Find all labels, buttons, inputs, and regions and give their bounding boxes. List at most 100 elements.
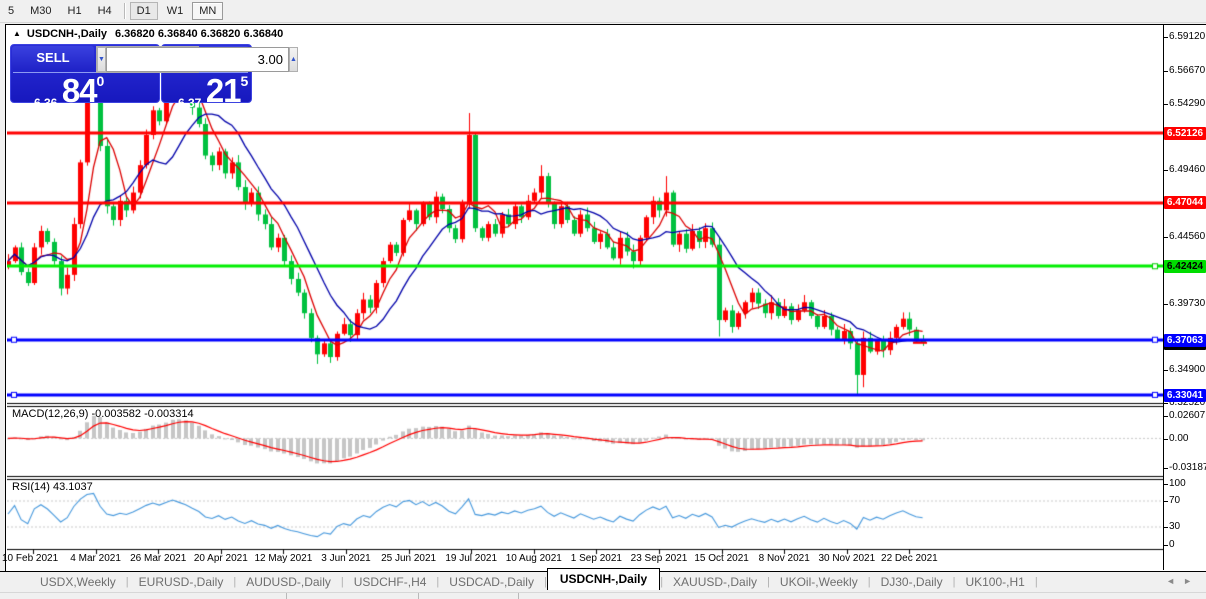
price-axis-label: 6.59120 (1169, 31, 1206, 42)
statusbar-separator (418, 593, 419, 599)
timeframe-button-w1[interactable]: W1 (166, 5, 184, 17)
buy-separator (164, 72, 248, 73)
date-axis-label: 19 Jul 2021 (445, 553, 498, 564)
price-axis-label: 6.56670 (1169, 65, 1206, 76)
indicator-axis-tick (1164, 416, 1168, 417)
tab-separator: | (125, 575, 129, 588)
chart-tab-uk100[interactable]: UK100-,H1 (965, 574, 1025, 589)
date-axis-label: 26 Mar 2021 (130, 553, 187, 564)
price-axis-tick (1164, 37, 1168, 38)
date-axis-label: 12 May 2021 (254, 553, 313, 564)
chart-tab-dj30[interactable]: DJ30-,Daily (880, 574, 943, 589)
price-axis-tick (1164, 104, 1168, 105)
price-axis-label: 6.49460 (1169, 164, 1206, 175)
chart-tab-usdcad[interactable]: USDCAD-,Daily (449, 574, 534, 589)
statusbar-separator (286, 593, 287, 599)
indicator-axis-label: 30 (1169, 521, 1181, 532)
price-chart-canvas[interactable] (7, 26, 1163, 556)
date-axis-label: 23 Sep 2021 (630, 553, 688, 564)
tab-separator: | (436, 575, 440, 588)
chart-symbol-label: USDCNH-,Daily (26, 28, 107, 40)
date-axis-label: 8 Nov 2021 (758, 553, 810, 564)
price-axis-tick (1164, 370, 1168, 371)
chart-tab-usdx[interactable]: USDX,Weekly (40, 574, 116, 589)
statusbar-separator (518, 593, 519, 599)
price-axis-label: 6.34900 (1169, 364, 1206, 375)
indicator-axis-tick (1164, 527, 1168, 528)
tab-separator: | (767, 575, 770, 588)
date-axis-label: 10 Aug 2021 (505, 553, 562, 564)
indicator-axis-tick (1164, 545, 1168, 546)
price-badge-support-2: 6.33041 (1164, 389, 1206, 402)
timeframe-button-h1[interactable]: H1 (67, 5, 82, 17)
timeframe-button-d1[interactable]: D1 (129, 2, 158, 20)
price-badge-mid-level: 6.42424 (1164, 260, 1206, 273)
sell-separator (13, 72, 156, 73)
date-axis-label: 1 Sep 2021 (570, 553, 622, 564)
timeframe-button-mn[interactable]: MN (192, 2, 224, 20)
date-axis-label: 25 Jun 2021 (381, 553, 437, 564)
tab-separator: | (1034, 575, 1038, 588)
date-axis-label: 15 Oct 2021 (694, 553, 749, 564)
toolbar-divider (0, 22, 1206, 24)
bid-price-display[interactable]: 6.36 840 (34, 73, 104, 110)
bid-big-figure: 6.36 (34, 96, 58, 110)
tab-separator: | (543, 575, 547, 588)
bid-pips: 84 (61, 72, 98, 109)
ask-pipette: 5 (240, 73, 249, 89)
chart-tab-usdcnh[interactable]: USDCNH-,Daily (546, 568, 661, 590)
indicator-axis-label: -0.03187 (1169, 462, 1206, 473)
tab-separator: | (233, 575, 237, 588)
timeframe-button-h4[interactable]: H4 (97, 5, 112, 17)
date-axis-label: 30 Nov 2021 (818, 553, 876, 564)
volume-spinner: ▼ ▲ (96, 46, 298, 73)
chart-tab-xauusd[interactable]: XAUUSD-,Daily (673, 574, 758, 589)
indicator-axis-label: 0.00 (1169, 433, 1189, 444)
price-axis-tick (1164, 71, 1168, 72)
chart-tab-bar: USDX,Weekly | EURUSD-,Daily | AUDUSD-,Daily |… (0, 568, 1206, 591)
price-axis-tick (1164, 170, 1168, 171)
date-axis-label: 22 Dec 2021 (881, 553, 938, 564)
chart-tab-ukoil[interactable]: UKOil-,Weekly (779, 574, 858, 589)
volume-increase-button[interactable]: ▲ (288, 47, 298, 72)
date-axis-label: 20 Apr 2021 (193, 553, 248, 564)
indicator-axis-tick (1164, 468, 1168, 469)
volume-decrease-button[interactable]: ▼ (97, 47, 106, 72)
price-axis-tick (1164, 237, 1168, 238)
toolbar-separator (123, 3, 125, 19)
rsi-indicator-label: RSI(14) 43.1037 (12, 481, 93, 493)
chart-tab-eurusd[interactable]: EURUSD-,Daily (138, 574, 224, 589)
indicator-axis-tick (1164, 501, 1168, 502)
chart-tab-usdchf[interactable]: USDCHF-,H4 (353, 574, 427, 589)
indicator-axis-label: 0.02607 (1169, 410, 1206, 421)
ask-pips: 21 (205, 72, 242, 109)
timeframe-button-m30[interactable]: M30 (30, 5, 52, 17)
macd-indicator-label: MACD(12,26,9) -0.003582 -0.003314 (12, 408, 194, 420)
price-axis-label: 6.32520 (1169, 397, 1206, 408)
price-axis-label: 6.39730 (1169, 298, 1206, 309)
sell-button[interactable]: SELL (12, 46, 94, 70)
price-badge-support-1: 6.37063 (1164, 334, 1206, 347)
price-axis-label: 6.44560 (1169, 231, 1206, 242)
date-axis-label: 3 Jun 2021 (321, 553, 371, 564)
price-axis-label: 6.54290 (1169, 98, 1206, 109)
indicator-axis-label: 100 (1169, 478, 1186, 489)
tab-separator: | (660, 575, 664, 588)
indicator-axis-label: 70 (1169, 495, 1181, 506)
volume-input[interactable] (105, 47, 289, 72)
timeframe-button-5[interactable]: 5 (8, 5, 15, 17)
status-bar (0, 592, 1206, 599)
price-axis-tick (1164, 403, 1168, 404)
price-axis-divider (1163, 24, 1164, 570)
chart-title: ▲ USDCNH-,Daily 6.36820 6.36840 6.36820 6.… (13, 28, 283, 40)
tab-scroll-arrows[interactable]: ◄► (1166, 576, 1200, 586)
tab-separator: | (340, 575, 344, 588)
date-axis-label: 10 Feb 2021 (2, 553, 59, 564)
chart-tab-audusd[interactable]: AUDUSD-,Daily (246, 574, 331, 589)
ask-price-display[interactable]: 6.37 215 (178, 73, 249, 110)
collapse-quotes-icon[interactable]: ▲ (13, 29, 21, 38)
tab-separator: | (952, 575, 956, 588)
indicator-axis-label: 0 (1169, 539, 1175, 550)
chart-ohlc-values: 6.36820 6.36840 6.36820 6.36840 (115, 28, 284, 40)
one-click-trading-panel: SELL BUY ▼ ▲ 6.36 840 6.37 215 (10, 44, 298, 110)
